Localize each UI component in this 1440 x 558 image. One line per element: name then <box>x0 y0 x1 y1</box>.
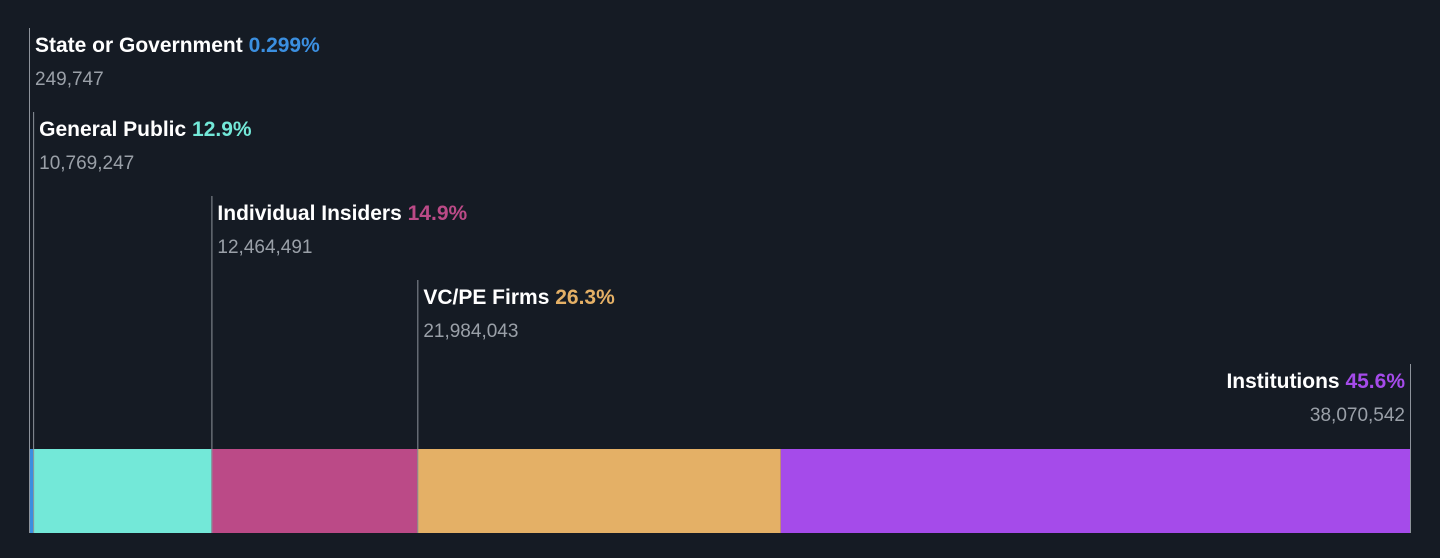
segment-percent: 12.9% <box>192 118 252 141</box>
bar-segment-vc-pe-firms <box>417 449 781 533</box>
segment-percent: 26.3% <box>555 286 615 309</box>
bar-segment-state-or-government <box>29 449 34 533</box>
segment-share-count-state-or-government: 249,747 <box>35 69 104 90</box>
segment-name: State or Government <box>35 34 249 57</box>
segment-label-individual-insiders: Individual Insiders 14.9% <box>217 202 467 225</box>
segment-percent: 0.299% <box>249 34 321 57</box>
segment-name: Individual Insiders <box>217 202 407 225</box>
segment-share-count-individual-insiders: 12,464,491 <box>217 237 312 258</box>
bar-segment-institutions <box>780 449 1411 533</box>
segment-name: General Public <box>39 118 192 141</box>
bar-segment-general-public <box>33 449 212 533</box>
segment-name: VC/PE Firms <box>423 286 555 309</box>
segment-percent: 14.9% <box>408 202 468 225</box>
segment-share-count-general-public: 10,769,247 <box>39 153 134 174</box>
segment-name: Institutions <box>1226 370 1345 393</box>
bar-segment-individual-insiders <box>211 449 418 533</box>
segment-label-general-public: General Public 12.9% <box>39 118 252 141</box>
segment-label-state-or-government: State or Government 0.299% <box>35 34 320 57</box>
segment-share-count-vc-pe-firms: 21,984,043 <box>423 321 518 342</box>
segment-label-institutions: Institutions 45.6% <box>1226 370 1405 393</box>
segment-percent: 45.6% <box>1345 370 1405 393</box>
segment-label-vc-pe-firms: VC/PE Firms 26.3% <box>423 286 615 309</box>
segment-share-count-institutions: 38,070,542 <box>1310 405 1405 426</box>
